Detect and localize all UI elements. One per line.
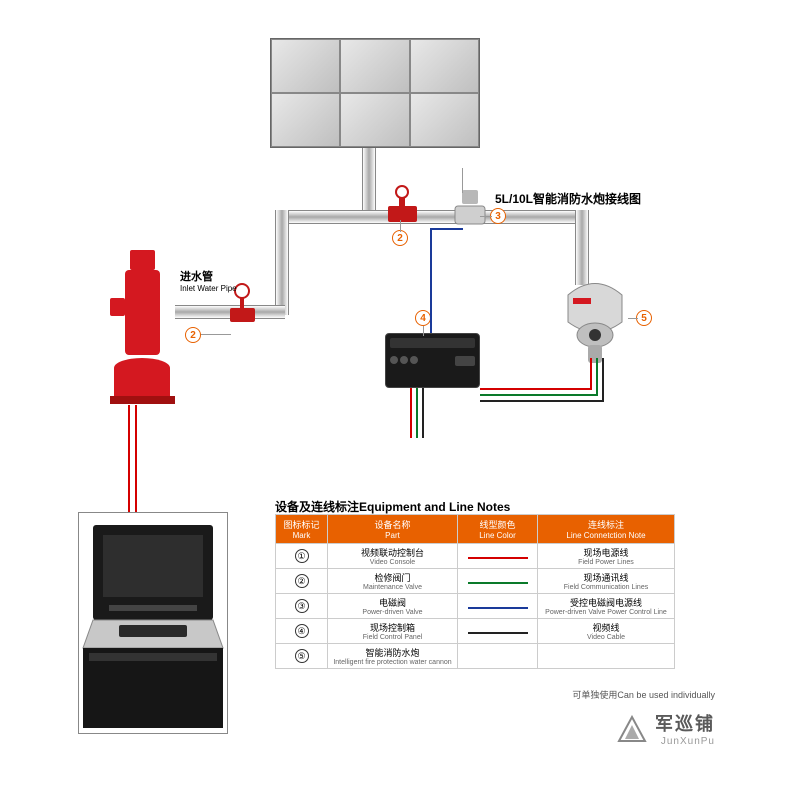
legend-title: 设备及连线标注Equipment and Line Notes bbox=[275, 498, 510, 515]
legend-row: ⑤智能消防水炮Intelligent fire protection water… bbox=[276, 644, 675, 669]
video-console bbox=[78, 512, 228, 734]
inlet-label: 进水管 Inlet Water Pipe bbox=[180, 268, 237, 293]
brand-en: JunXunPu bbox=[655, 736, 715, 747]
wire-to-cannon-red bbox=[480, 388, 592, 390]
legend-table: 图标标记Mark 设备名称Part 线型颜色Line Color 连线标注Lin… bbox=[275, 514, 675, 669]
pipe-tank-down bbox=[362, 148, 376, 210]
callout-2b: 2 bbox=[185, 327, 201, 343]
callout-3: 3 bbox=[490, 208, 506, 224]
fire-pump bbox=[110, 250, 175, 405]
brand-note: 可单独使用Can be used individually bbox=[572, 688, 715, 701]
pipe-left-down bbox=[275, 210, 289, 315]
valve-2 bbox=[385, 185, 420, 230]
callout-4: 4 bbox=[415, 310, 431, 326]
wire-to-cannon-black bbox=[480, 400, 604, 402]
legend-row: ②检修阀门Maintenance Valve现场通讯线Field Communi… bbox=[276, 569, 675, 594]
brand-block: 军巡铺 JunXunPu bbox=[615, 710, 715, 747]
legend-row: ③电磁阀Power-driven Valve受控电磁阀电源线Power-driv… bbox=[276, 594, 675, 619]
callout-5: 5 bbox=[636, 310, 652, 326]
legend-row: ①视频联动控制台Video Console现场电源线Field Power Li… bbox=[276, 544, 675, 569]
brand-logo-icon bbox=[615, 715, 649, 743]
callout-2a: 2 bbox=[392, 230, 408, 246]
water-cannon bbox=[558, 280, 633, 370]
legend-row: ④现场控制箱Field Control Panel视频线Video Cable bbox=[276, 619, 675, 644]
pipe-right-down bbox=[575, 210, 589, 285]
water-tank bbox=[270, 38, 480, 148]
wire-navy bbox=[430, 230, 432, 333]
wire-to-cannon-green bbox=[480, 394, 598, 396]
pipe-main bbox=[280, 210, 580, 224]
field-control-box bbox=[385, 333, 480, 388]
brand-cn: 军巡铺 bbox=[655, 710, 715, 736]
diagram-title: 5L/10L智能消防水炮接线图 bbox=[495, 190, 641, 207]
